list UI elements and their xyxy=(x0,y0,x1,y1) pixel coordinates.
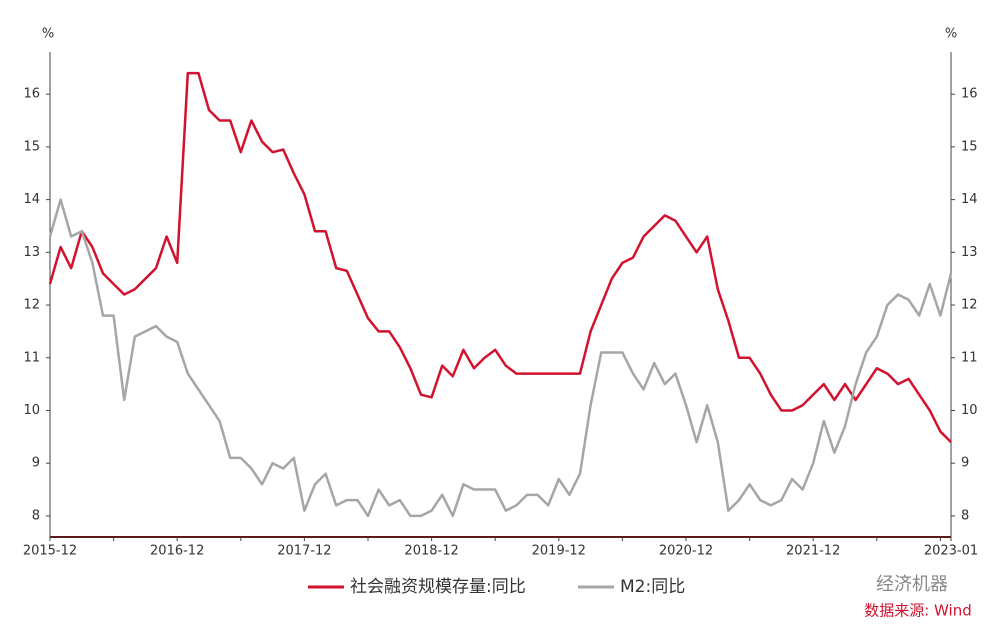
x-tick-label: 2015-12 xyxy=(23,544,77,559)
y2-tick-label: 16 xyxy=(961,87,978,102)
y-tick-label: 13 xyxy=(23,245,40,260)
watermark: 经济机器 xyxy=(876,574,948,595)
y-tick-label: 15 xyxy=(23,139,40,154)
y2-unit: % xyxy=(945,27,957,42)
y-tick-label: 11 xyxy=(23,350,40,365)
y2-tick-label: 8 xyxy=(961,508,969,523)
source: 数据来源: Wind xyxy=(864,602,972,620)
legend-label: 社会融资规模存量:同比 xyxy=(350,577,526,597)
y-tick-label: 16 xyxy=(23,87,40,102)
y-tick-label: 10 xyxy=(23,403,40,418)
series-line xyxy=(48,71,952,443)
x-tick-label: 2018-12 xyxy=(404,544,458,559)
y2-tick-label: 13 xyxy=(961,245,978,260)
y2-tick-label: 12 xyxy=(961,298,978,313)
legend-label: M2:同比 xyxy=(620,577,685,597)
x-tick-label: 2017-12 xyxy=(277,544,331,559)
y2-tick-label: 9 xyxy=(961,456,969,471)
y2-tick-label: 15 xyxy=(961,139,978,154)
x-tick-label: 2016-12 xyxy=(150,544,204,559)
x-tick-label: 2021-12 xyxy=(786,544,840,559)
y2-tick-label: 14 xyxy=(961,192,978,207)
y-tick-label: 12 xyxy=(23,298,40,313)
x-tick-label: 2020-12 xyxy=(659,544,713,559)
y-unit: % xyxy=(42,27,54,42)
y-tick-label: 8 xyxy=(32,508,40,523)
y-tick-label: 14 xyxy=(23,192,40,207)
x-tick-label: 2023-01 xyxy=(924,544,978,559)
x-tick-label: 2019-12 xyxy=(532,544,586,559)
y2-tick-label: 11 xyxy=(961,350,978,365)
y2-tick-label: 10 xyxy=(961,403,978,418)
series-line xyxy=(48,198,953,518)
y-tick-label: 9 xyxy=(32,456,40,471)
